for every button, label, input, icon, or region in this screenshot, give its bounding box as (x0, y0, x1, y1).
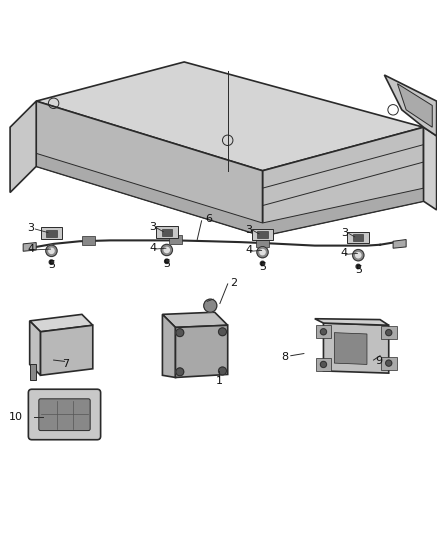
Polygon shape (385, 75, 437, 136)
Polygon shape (252, 229, 273, 240)
Circle shape (353, 249, 364, 261)
Circle shape (176, 329, 184, 336)
Polygon shape (32, 393, 97, 436)
Polygon shape (316, 358, 331, 371)
Text: 4: 4 (28, 244, 35, 254)
Polygon shape (46, 230, 57, 237)
Circle shape (49, 260, 53, 264)
Text: 3: 3 (341, 228, 348, 238)
Circle shape (165, 259, 169, 263)
Circle shape (219, 367, 226, 375)
Polygon shape (256, 238, 269, 247)
Text: 5: 5 (48, 260, 55, 270)
Circle shape (204, 299, 217, 312)
Polygon shape (41, 325, 93, 375)
Text: 4: 4 (245, 245, 252, 255)
Text: 3: 3 (28, 223, 35, 233)
Polygon shape (10, 101, 36, 192)
Polygon shape (30, 365, 36, 379)
Polygon shape (23, 243, 36, 251)
Polygon shape (323, 323, 389, 373)
Polygon shape (82, 236, 95, 245)
FancyBboxPatch shape (28, 389, 101, 440)
Polygon shape (424, 127, 437, 210)
Circle shape (356, 264, 360, 269)
Text: 5: 5 (355, 264, 362, 274)
Polygon shape (316, 325, 331, 338)
Text: 4: 4 (149, 243, 156, 253)
Polygon shape (381, 326, 396, 339)
Text: 9: 9 (375, 357, 382, 366)
Text: 1: 1 (215, 376, 223, 385)
Circle shape (321, 329, 326, 335)
Polygon shape (381, 357, 396, 370)
Circle shape (321, 361, 326, 367)
Circle shape (164, 247, 170, 253)
Circle shape (257, 246, 268, 258)
Polygon shape (262, 127, 424, 236)
Polygon shape (334, 333, 367, 365)
Text: 2: 2 (230, 278, 237, 288)
Circle shape (161, 244, 173, 256)
Circle shape (386, 329, 392, 336)
Circle shape (176, 368, 184, 376)
Polygon shape (393, 239, 406, 248)
Polygon shape (353, 235, 364, 241)
Text: 5: 5 (259, 262, 266, 271)
Polygon shape (257, 231, 268, 238)
Polygon shape (347, 232, 369, 244)
Polygon shape (41, 228, 62, 239)
Polygon shape (315, 319, 389, 325)
Text: 6: 6 (205, 214, 212, 224)
Circle shape (219, 328, 226, 336)
Polygon shape (30, 314, 93, 332)
Polygon shape (169, 235, 182, 244)
Circle shape (46, 245, 57, 256)
Text: 3: 3 (245, 224, 252, 235)
Text: 7: 7 (62, 359, 69, 369)
Polygon shape (162, 229, 172, 236)
Polygon shape (36, 154, 424, 236)
Circle shape (260, 249, 265, 255)
Text: 3: 3 (149, 222, 156, 232)
Polygon shape (397, 84, 432, 127)
Polygon shape (162, 314, 176, 377)
Text: 8: 8 (282, 352, 289, 361)
Circle shape (356, 253, 361, 258)
Polygon shape (30, 321, 41, 375)
Circle shape (260, 261, 265, 265)
Circle shape (49, 248, 54, 254)
Polygon shape (176, 325, 228, 377)
Polygon shape (162, 312, 228, 327)
Text: 10: 10 (9, 411, 23, 422)
Text: 4: 4 (341, 248, 348, 259)
FancyBboxPatch shape (39, 399, 90, 431)
Circle shape (386, 360, 392, 366)
Text: 5: 5 (163, 260, 170, 269)
Polygon shape (36, 62, 424, 171)
Polygon shape (156, 227, 178, 238)
Polygon shape (36, 101, 262, 236)
